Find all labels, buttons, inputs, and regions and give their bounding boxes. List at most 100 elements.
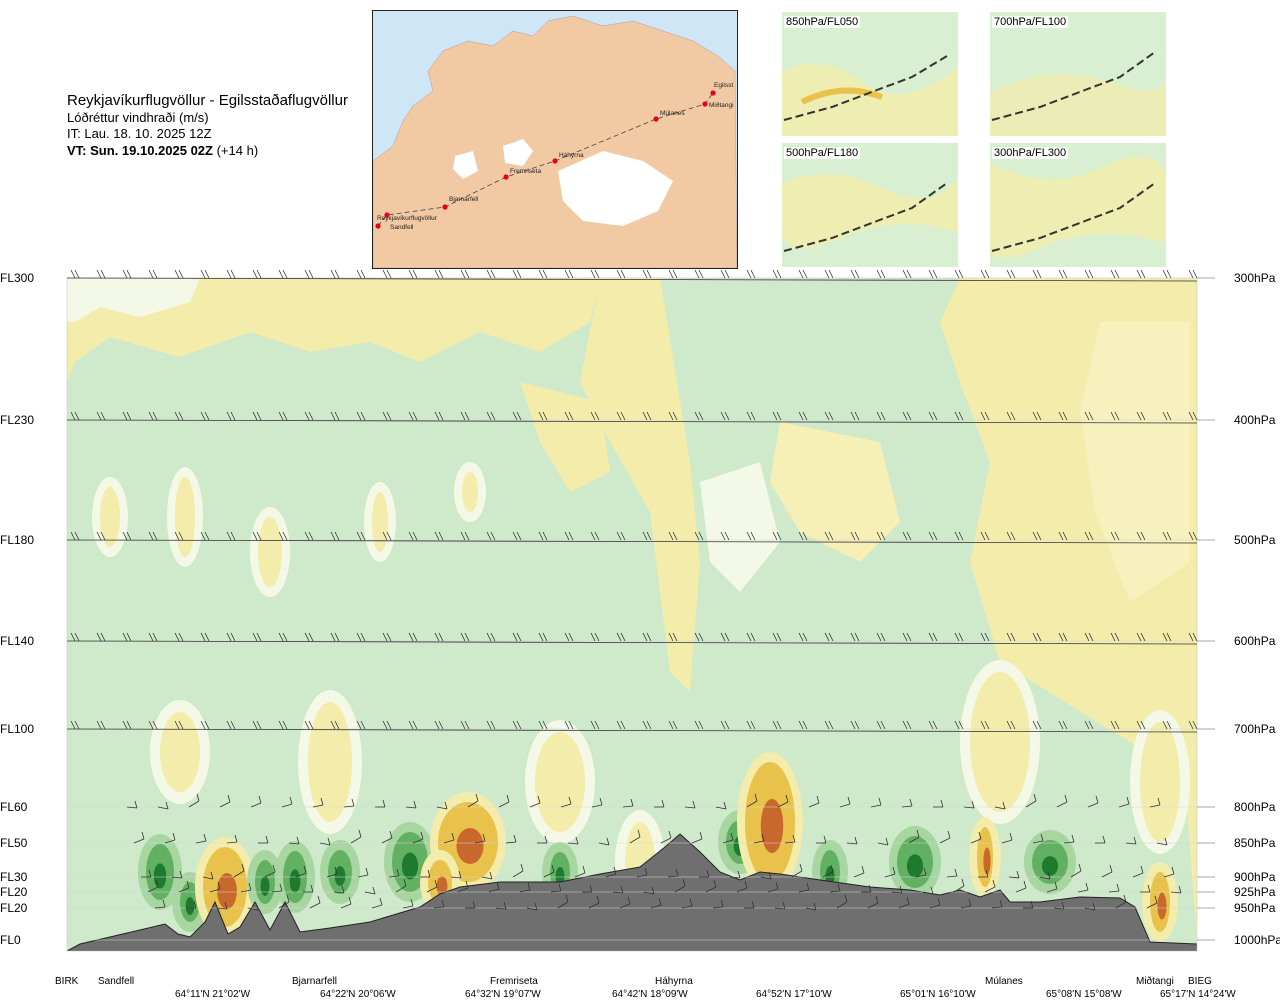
- wind-barb: [891, 891, 903, 894]
- wind-barb: [408, 632, 414, 642]
- wind-barb: [850, 720, 856, 730]
- map-station-label: Bjarnarfell: [449, 196, 479, 203]
- wind-barb: [148, 869, 152, 878]
- wind-barb: [464, 411, 470, 421]
- wind-barb: [1192, 411, 1198, 421]
- map-station-label: Sandfell: [390, 224, 414, 231]
- wind-barb: [527, 882, 531, 891]
- wind-barb: [824, 411, 830, 421]
- wind-barb: [278, 632, 284, 642]
- wind-barb: [799, 863, 803, 872]
- wind-barb: [282, 531, 288, 541]
- wind-barb: [155, 879, 159, 888]
- wind-barb: [538, 531, 544, 541]
- wind-barb: [646, 531, 652, 541]
- map-station-point: [375, 223, 381, 229]
- thumbnail-300[interactable]: 300hPa/FL300: [990, 143, 1166, 267]
- wind-barb: [1140, 865, 1144, 874]
- thumbnail-route: [991, 182, 1156, 252]
- wind-barb: [776, 531, 782, 541]
- wind-barb: [100, 411, 106, 421]
- left-axis-label: FL140: [0, 634, 34, 648]
- wind-barb: [70, 720, 76, 730]
- wind-barb: [330, 269, 336, 279]
- wind-barb: [486, 269, 492, 279]
- wind-barb: [878, 797, 882, 806]
- wind-barb: [672, 531, 678, 541]
- wind-barb: [651, 886, 655, 895]
- wind-barb: [730, 832, 734, 841]
- wind-barb: [188, 800, 200, 808]
- wind-barb: [932, 269, 938, 279]
- right-axis-label: 600hPa: [1234, 634, 1276, 648]
- near-zero-region: [700, 462, 780, 592]
- wind-barb: [753, 840, 765, 844]
- wind-barb: [162, 899, 166, 908]
- wind-barb: [958, 531, 964, 541]
- wind-barb: [1136, 411, 1142, 421]
- map-station-point: [653, 116, 659, 122]
- wind-barb: [1115, 901, 1127, 909]
- wind-barb: [278, 411, 284, 421]
- wind-barb: [460, 632, 466, 642]
- wind-barb: [464, 720, 470, 730]
- wind-barb: [147, 886, 159, 893]
- wind-barb: [1016, 870, 1020, 879]
- wind-barb: [854, 531, 860, 541]
- wind-barb: [958, 632, 964, 642]
- wind-barb: [828, 411, 834, 421]
- wind-barb: [627, 896, 631, 905]
- thumbnail-500[interactable]: 500hPa/FL180: [782, 143, 958, 267]
- wind-barb: [330, 632, 336, 642]
- wind-barb: [498, 801, 510, 808]
- wind-barb: [304, 531, 310, 541]
- thumbnail-700[interactable]: 700hPa/FL100: [990, 12, 1166, 136]
- wind-barb: [928, 632, 934, 642]
- wind-barb: [776, 632, 782, 642]
- wind-barb: [171, 876, 183, 879]
- wind-barb: [999, 899, 1003, 908]
- wind-barb: [870, 804, 882, 808]
- wind-barb: [304, 411, 310, 421]
- wind-barb: [798, 531, 804, 541]
- wind-barb: [403, 878, 407, 887]
- wind-barb: [588, 902, 600, 909]
- wind-barb: [308, 531, 314, 541]
- downdraft-core: [289, 869, 301, 893]
- wind-barb: [152, 632, 158, 642]
- map-station-label: Miðtangi: [709, 101, 734, 109]
- left-axis-label: FL0: [0, 933, 21, 947]
- route-stations: Reykjavíkurflugvöllur Sandfell Bjarnarfell…: [375, 82, 734, 231]
- wind-barb: [464, 531, 470, 541]
- wind-barb: [668, 531, 674, 541]
- wind-barb: [746, 269, 752, 279]
- wind-barb: [1109, 864, 1113, 873]
- updraft-core: [436, 876, 448, 896]
- wind-barb: [694, 531, 700, 541]
- map-station-point: [702, 101, 708, 107]
- wind-barb: [1133, 836, 1137, 845]
- wind-barb: [70, 531, 76, 541]
- wind-barb: [204, 269, 210, 279]
- map-station-point: [442, 204, 448, 210]
- wind-barb: [980, 411, 986, 421]
- wind-barb: [317, 895, 321, 904]
- thumbnail-850[interactable]: 850hPa/FL050: [782, 12, 958, 136]
- wind-barb: [512, 269, 518, 279]
- wind-barb: [854, 632, 860, 642]
- wind-barb: [822, 871, 834, 878]
- wind-barb: [824, 269, 830, 279]
- wind-barb: [210, 871, 214, 880]
- updraft-core: [1157, 892, 1167, 920]
- wind-barb: [564, 411, 570, 421]
- wind-barb: [978, 831, 982, 840]
- wind-barb: [538, 411, 544, 421]
- wind-barb: [1162, 720, 1168, 730]
- wind-barb: [642, 632, 648, 642]
- wind-barb: [1032, 269, 1038, 279]
- wind-barb: [457, 887, 469, 893]
- wind-barb: [850, 411, 856, 421]
- valid-time-row: VT: Sun. 19.10.2025 02Z (+14 h): [67, 142, 397, 159]
- wind-barb: [408, 269, 414, 279]
- wind-barb: [122, 411, 128, 421]
